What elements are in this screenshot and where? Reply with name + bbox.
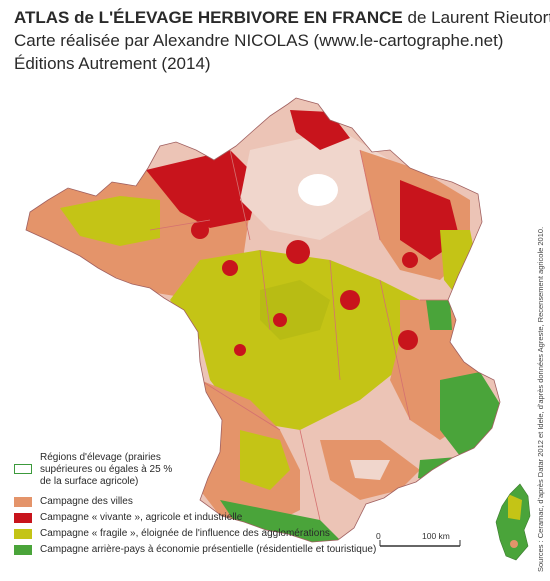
legend-arriere-label: Campagne arrière-pays à économie présent… xyxy=(40,544,377,555)
title-line: ATLAS de L'ÉLEVAGE HERBIVORE EN FRANCE d… xyxy=(14,6,550,29)
swatch-vivante xyxy=(14,513,32,523)
legend-regions-line2: supérieures ou égales à 25 % xyxy=(40,464,173,475)
legend-vivante-label: Campagne « vivante », agricole et indust… xyxy=(40,512,243,523)
legend-regions-line1: Régions d'élevage (prairies xyxy=(40,452,161,463)
map-header: ATLAS de L'ÉLEVAGE HERBIVORE EN FRANCE d… xyxy=(14,6,550,75)
swatch-villes xyxy=(14,497,32,507)
map-land xyxy=(26,98,500,542)
scale-zero: 0 xyxy=(376,531,381,541)
publisher: Éditions Autrement (2014) xyxy=(14,54,211,73)
legend-fragile-label: Campagne « fragile », éloignée de l'infl… xyxy=(40,528,330,539)
swatch-arriere xyxy=(14,545,32,555)
legend-regions-line3: de la surface agricole) xyxy=(40,476,139,487)
scale-hundred: 100 km xyxy=(422,531,450,541)
scale-bar xyxy=(379,540,461,547)
author: de Laurent Rieutort xyxy=(402,8,550,27)
swatch-fragile xyxy=(14,529,32,539)
atlas-title: ATLAS de L'ÉLEVAGE HERBIVORE EN FRANCE xyxy=(14,8,403,27)
corsica xyxy=(496,484,530,560)
swatch-regions xyxy=(14,464,32,474)
source-credit: Sources : Ceramac, d'après Datar 2012 et… xyxy=(536,226,545,572)
legend-villes-label: Campagne des villes xyxy=(40,496,133,507)
cartographer-credit: Carte réalisée par Alexandre NICOLAS (ww… xyxy=(14,31,504,50)
